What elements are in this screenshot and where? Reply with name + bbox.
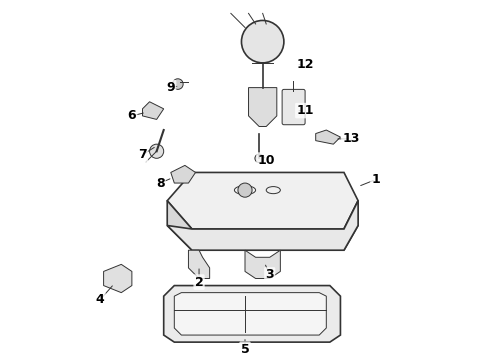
Polygon shape (174, 293, 326, 335)
Polygon shape (164, 285, 341, 342)
Polygon shape (245, 250, 280, 279)
Text: 7: 7 (138, 148, 147, 161)
Text: 4: 4 (96, 293, 104, 306)
Text: 9: 9 (167, 81, 175, 94)
Polygon shape (167, 201, 192, 250)
Text: 12: 12 (296, 58, 314, 71)
Circle shape (172, 79, 183, 89)
Circle shape (242, 21, 284, 63)
Circle shape (238, 183, 252, 197)
Polygon shape (248, 87, 277, 126)
Polygon shape (143, 102, 164, 120)
Text: 11: 11 (296, 104, 314, 117)
FancyBboxPatch shape (282, 89, 305, 125)
Polygon shape (189, 250, 210, 279)
Polygon shape (167, 201, 358, 250)
Text: 3: 3 (266, 269, 274, 282)
Polygon shape (167, 172, 358, 229)
Polygon shape (316, 130, 341, 144)
Polygon shape (344, 201, 358, 250)
Text: 8: 8 (156, 176, 165, 190)
Circle shape (149, 144, 164, 158)
Text: 13: 13 (343, 132, 360, 145)
Text: 5: 5 (241, 343, 249, 356)
Text: 2: 2 (195, 275, 203, 288)
Polygon shape (103, 264, 132, 293)
Text: 1: 1 (371, 173, 380, 186)
Polygon shape (171, 165, 196, 183)
Circle shape (255, 154, 264, 163)
Text: 10: 10 (257, 154, 275, 167)
Text: 6: 6 (127, 109, 136, 122)
